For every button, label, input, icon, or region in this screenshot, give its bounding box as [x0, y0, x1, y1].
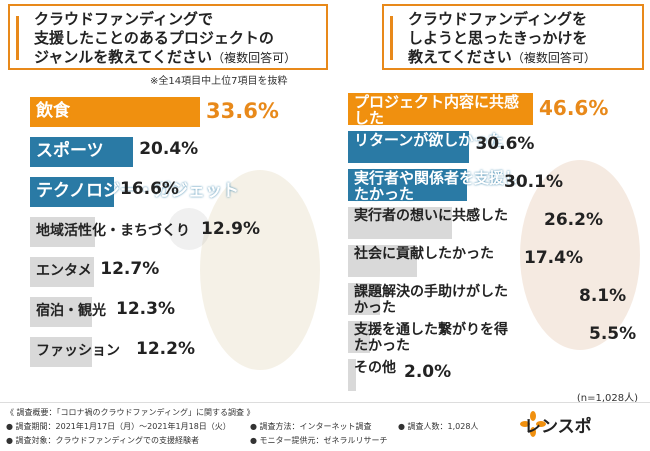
bar-value-label: 2.0% — [404, 362, 452, 382]
left-chart-header: クラウドファンディングで 支援したことのあるプロジェクトの ジャンルを教えてくだ… — [8, 4, 328, 70]
bar-category-label: プロジェクト内容に共感した — [354, 93, 520, 127]
bar-category-label: 飲食 — [36, 101, 70, 121]
bar — [30, 217, 96, 247]
bar — [348, 131, 470, 163]
bar — [348, 207, 452, 239]
bar — [30, 137, 134, 167]
bar-value-label: 16.6% — [119, 179, 179, 199]
survey-footer: 《 調査概要：「コロナ禍のクラウドファンディング」に関する調査 》 ● 調査期間… — [0, 402, 650, 451]
survey-method: ● 調査方法：インターネット調査 — [250, 422, 372, 431]
survey-target: ● 調査対象：クラウドファンディングでの支援経験者 — [6, 436, 199, 445]
right-chart-subtitle: （複数回答可） — [511, 51, 596, 65]
bar — [348, 245, 418, 277]
right-chart-title-line1: クラウドファンディングを — [408, 10, 587, 28]
bar — [348, 283, 381, 315]
left-chart-title-line1: クラウドファンディングで — [34, 10, 213, 28]
bar-value-label: 12.3% — [116, 299, 175, 319]
brand-logo-text: レンスポ — [524, 416, 592, 437]
background-athlete-silhouette-right — [520, 160, 640, 350]
survey-provider: ● モニター提供元：ゼネラルリサーチ — [250, 436, 388, 445]
bar — [348, 321, 370, 353]
bar-value-label: 17.4% — [524, 248, 583, 268]
brand-logo: レンスポ — [520, 411, 592, 437]
bar-category-label: 宿泊・観光 — [36, 303, 106, 319]
bar-value-label: 12.7% — [100, 259, 160, 279]
bar-category-label: 地域活性化・まちづくり — [36, 223, 190, 239]
bar-value-label: 20.4% — [139, 139, 199, 159]
bar — [348, 359, 356, 391]
right-chart-title-line3: 教えてください（複数回答可） — [408, 48, 596, 66]
bar-category-label: 実行者の想いに共感した — [354, 208, 508, 224]
bar-value-label: 5.5% — [589, 324, 637, 344]
bar-category-label: 課題解決の手助けがしたかった — [354, 284, 508, 316]
bar — [30, 177, 114, 207]
header-accent-mark — [16, 16, 23, 60]
sparkle-logo-icon — [520, 411, 546, 437]
bar-value-label: 8.1% — [579, 286, 627, 306]
left-chart-title-line3: ジャンルを教えてください（複数回答可） — [34, 48, 297, 66]
bar — [348, 93, 533, 125]
bar — [348, 169, 468, 201]
survey-count: ● 調査人数：1,028人 — [398, 422, 479, 431]
bar-value-label: 30.6% — [475, 134, 535, 154]
sample-size-label: (n=1,028人) — [576, 393, 638, 404]
left-chart-title-line2: 支援したことのあるプロジェクトの — [34, 29, 274, 47]
left-chart-note: ※全14項目中上位7項目を抜粋 — [150, 76, 288, 87]
bar — [30, 257, 95, 287]
background-athlete-silhouette — [200, 170, 320, 370]
right-chart-header: クラウドファンディングを しようと思ったきっかけを 教えてください（複数回答可） — [382, 4, 644, 70]
bar-category-label: 実行者や関係者を支援したかった — [354, 169, 520, 203]
bar-category-label: 支援を通した繋がりを得たかった — [354, 322, 508, 354]
bar-value-label: 33.6% — [206, 99, 279, 123]
bar-value-label: 30.1% — [504, 172, 563, 192]
header-accent-mark — [390, 16, 397, 60]
left-chart-subtitle: （複数回答可） — [212, 51, 297, 65]
background-ball-silhouette — [168, 208, 210, 250]
bar-category-label: その他 — [354, 360, 396, 376]
bar-category-label: リターンが欲しかった — [354, 131, 504, 149]
bar-category-label: エンタメ — [36, 263, 92, 279]
bar-category-label: 社会に貢献したかった — [354, 246, 494, 262]
bar — [30, 97, 200, 127]
bar-category-label: スポーツ — [36, 141, 104, 161]
bar-category-label: ファッション — [36, 343, 120, 359]
bar-value-label: 12.9% — [201, 219, 260, 239]
bar-value-label: 26.2% — [544, 210, 603, 230]
bar-value-label: 12.2% — [136, 339, 195, 359]
bar-value-label: 46.6% — [539, 96, 609, 120]
bar — [30, 337, 92, 367]
survey-overview: 《 調査概要：「コロナ禍のクラウドファンディング」に関する調査 》 — [6, 408, 255, 417]
right-chart-title-line2: しようと思ったきっかけを — [408, 29, 588, 47]
bar-category-label: テクノロジー・ガジェット — [36, 181, 239, 201]
survey-period: ● 調査期間：2021年1月17日（月）～2021年1月18日（火） — [6, 422, 231, 431]
bar — [30, 297, 93, 327]
